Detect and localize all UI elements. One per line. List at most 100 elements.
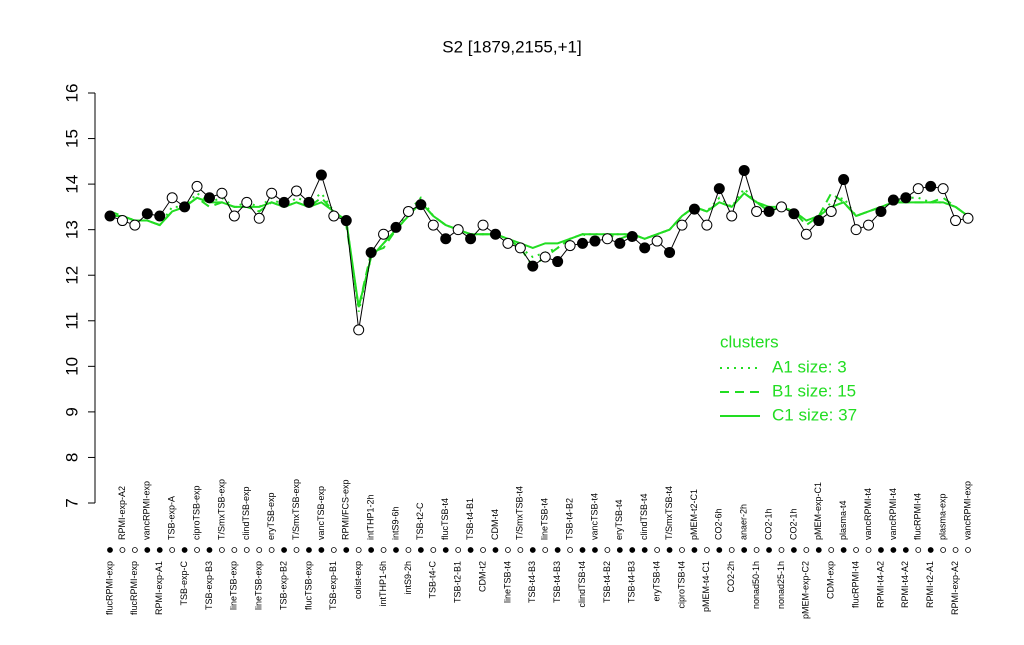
membership-dot (840, 547, 847, 553)
x-tick-label: lineTSB-t4 (502, 561, 512, 603)
x-tick-label: TSB-exp-A (167, 496, 177, 540)
membership-dot (641, 547, 648, 553)
point (191, 180, 203, 192)
x-tick-label: eryTSB-t4 (614, 499, 624, 540)
x-tick-label: intTHP1-2h (366, 494, 376, 540)
membership-dot (144, 547, 151, 553)
legend-label: A1 size: 3 (772, 357, 847, 376)
membership-dot (753, 547, 760, 553)
cluster-line (110, 187, 969, 312)
point (738, 164, 750, 176)
membership-dot (442, 547, 449, 553)
point (303, 196, 315, 208)
membership-dot (480, 547, 486, 553)
cluster-line (109, 191, 969, 308)
point (688, 203, 700, 215)
x-tick-label: nonad50-1h (751, 561, 761, 609)
point (415, 199, 427, 211)
membership-dot (330, 547, 337, 553)
x-tick-label: flucRPMI-exp (129, 561, 139, 615)
point (962, 212, 974, 224)
x-tick-label: RPMI-exp-A1 (154, 561, 164, 615)
point (601, 233, 613, 245)
x-tick-label: T/SmxTSB-t4 (664, 486, 674, 540)
membership-dot (119, 547, 126, 553)
point (489, 228, 501, 240)
x-tick-label: TSB-exp-B3 (204, 561, 214, 610)
membership-dot (467, 547, 474, 553)
point (614, 237, 626, 249)
chart-title: S2 [1879,2155,+1] (442, 37, 581, 56)
membership-dot (219, 547, 225, 553)
point (713, 183, 725, 195)
membership-dot (853, 547, 859, 553)
point (253, 212, 265, 224)
point (651, 235, 663, 247)
membership-dot (355, 547, 362, 553)
membership-dot (529, 547, 536, 553)
y-tick-label: 12 (62, 266, 81, 285)
x-tick-label: CDM-t4 (490, 509, 500, 540)
point (378, 228, 390, 240)
membership-dot (815, 547, 822, 553)
x-tick-label: CO2-1h (763, 508, 773, 540)
y-tick-label: 11 (62, 312, 81, 330)
x-tick-label: CDM-t2 (477, 561, 487, 592)
membership-dot (654, 547, 661, 553)
x-tick-label: RPMI-exp-A2 (117, 486, 127, 540)
x-tick-label: intS9-2h (403, 561, 413, 595)
membership-dot (281, 547, 287, 553)
membership-dot (380, 547, 387, 553)
point (788, 208, 800, 220)
x-tick-label: intS9-6h (390, 506, 400, 540)
point (465, 233, 477, 245)
membership-dot (716, 547, 723, 553)
point (116, 215, 128, 227)
membership-dot (604, 547, 611, 553)
point (800, 228, 812, 240)
x-tick-label: TSB-t4-C (428, 561, 438, 599)
profile-line (109, 168, 969, 330)
x-tick-label: flucTSB-exp (303, 561, 313, 610)
x-tick-label: RPMI-t4-A2 (875, 561, 885, 608)
point (514, 242, 526, 254)
point (900, 192, 912, 204)
membership-dot (492, 547, 499, 553)
membership-dot (194, 547, 200, 553)
x-tick-label: TSB-t4-B2 (602, 561, 612, 603)
point (887, 194, 899, 206)
membership-dot (803, 547, 810, 553)
x-tick-label: ciproTSB-exp (191, 485, 201, 540)
membership-dot (927, 547, 934, 553)
x-tick-label: TSB-t4-B2 (564, 498, 574, 540)
membership-dot (417, 547, 424, 553)
point (365, 246, 377, 258)
point (402, 205, 414, 217)
x-tick-label: TSB-t2-C (415, 502, 425, 540)
x-tick-label: CDM-exp (826, 561, 836, 599)
x-tick-label: vancRPMI-exp (142, 481, 152, 540)
membership-dot (890, 547, 897, 553)
membership-dot (293, 547, 300, 553)
membership-dot (554, 547, 561, 553)
membership-dot (579, 547, 586, 553)
x-tick-label: vancRPMI-t4 (863, 488, 873, 540)
membership-dot (181, 547, 188, 553)
x-tick-label: flucTSB-t4 (440, 498, 450, 540)
x-tick-label: clindTSB-t4 (639, 493, 649, 540)
point (552, 256, 564, 268)
point (291, 185, 303, 197)
legend-title: clusters (720, 332, 779, 351)
membership-dot (592, 547, 598, 553)
legend-label: B1 size: 15 (772, 381, 856, 400)
x-tick-label: flucRPMI-t4 (850, 561, 860, 608)
x-tick-label: RPMI/FCS-exp (341, 479, 351, 540)
x-tick-label: pMEM-t2-C1 (689, 489, 699, 540)
y-tick-label: 8 (62, 453, 81, 462)
point (241, 196, 253, 208)
x-tick-label: TSB-exp-B1 (328, 561, 338, 610)
point (477, 219, 489, 231)
membership-dot (107, 547, 113, 553)
membership-dot (318, 547, 325, 553)
point (539, 251, 551, 263)
